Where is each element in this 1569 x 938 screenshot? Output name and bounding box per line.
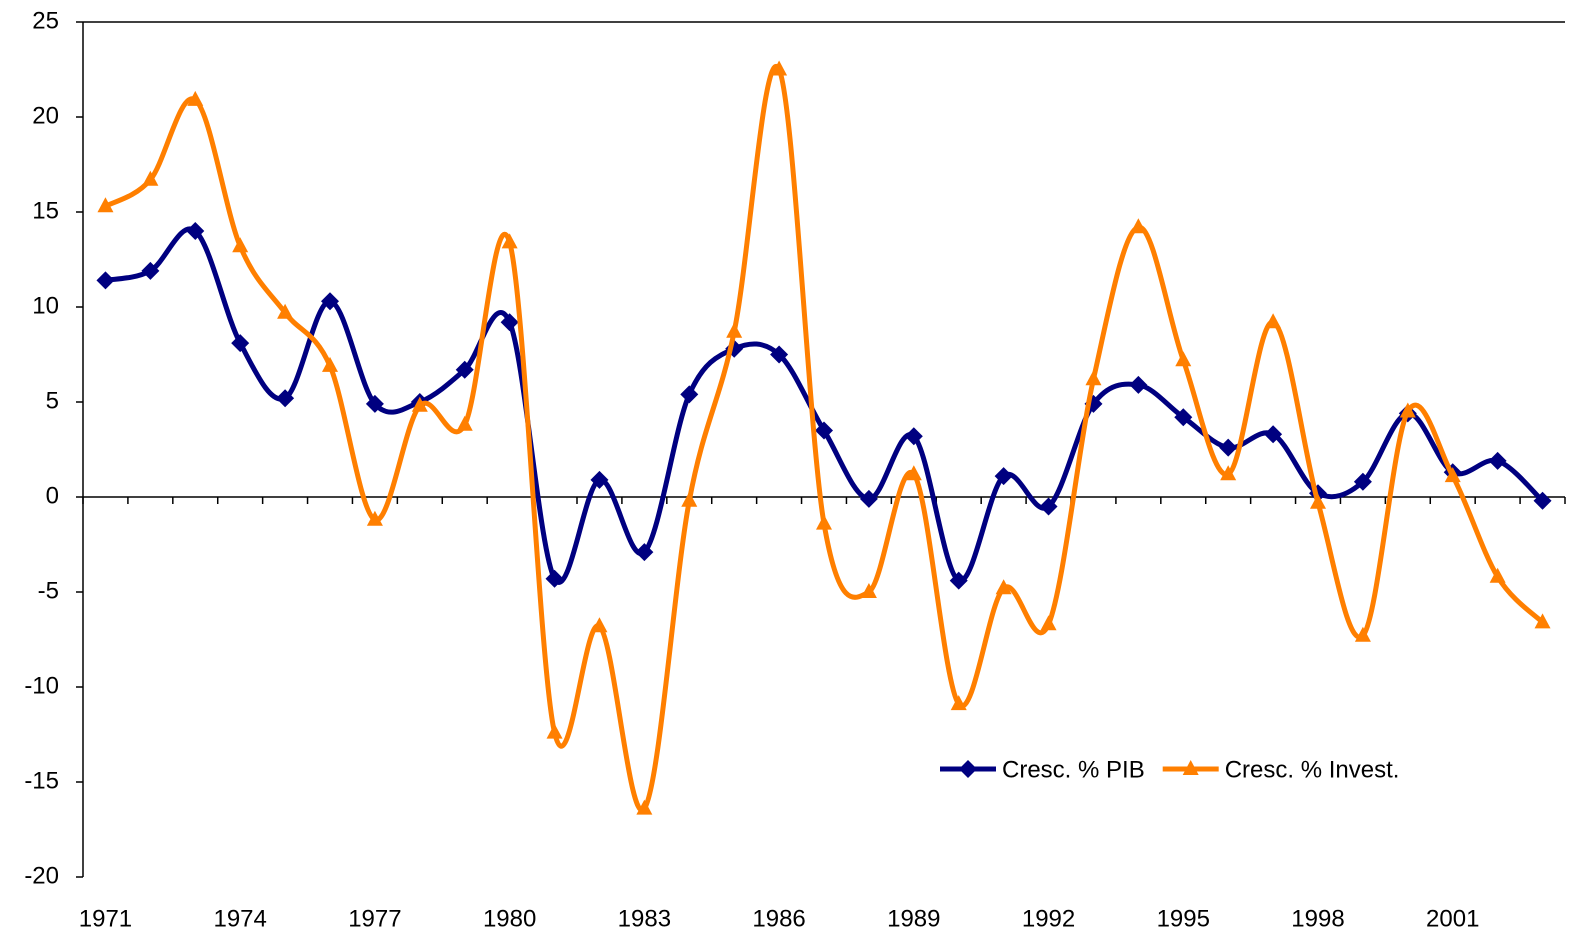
data-point xyxy=(1040,615,1057,631)
data-point xyxy=(815,421,833,440)
data-point xyxy=(186,222,205,240)
data-point xyxy=(365,394,384,413)
x-tick-label: 1980 xyxy=(483,905,536,932)
data-point xyxy=(96,271,115,290)
y-tick-label: 10 xyxy=(32,292,59,319)
data-point xyxy=(860,583,877,598)
legend-marker xyxy=(959,760,977,778)
data-point xyxy=(1354,626,1371,642)
data-point xyxy=(1265,313,1282,329)
data-point xyxy=(455,360,474,379)
data-point xyxy=(816,514,832,530)
data-point xyxy=(276,389,295,408)
data-point xyxy=(97,197,114,213)
data-point xyxy=(994,467,1013,486)
data-point xyxy=(636,799,653,815)
data-point xyxy=(1085,370,1102,386)
data-point xyxy=(949,571,968,590)
data-point xyxy=(591,617,608,633)
data-point xyxy=(726,322,743,338)
x-tick-label: 1992 xyxy=(1022,905,1075,932)
x-tick-label: 1977 xyxy=(348,905,401,932)
data-point xyxy=(1174,408,1193,427)
data-point xyxy=(277,303,294,319)
data-point xyxy=(411,396,428,412)
data-point xyxy=(1220,465,1237,481)
legend-label: Cresc. % Invest. xyxy=(1225,756,1400,783)
data-point xyxy=(141,261,160,280)
data-point xyxy=(680,385,699,404)
data-point xyxy=(770,345,789,364)
y-tick-label: -5 xyxy=(38,577,59,604)
data-point xyxy=(1399,402,1416,418)
data-point xyxy=(1488,451,1507,470)
data-point xyxy=(187,90,204,106)
data-point xyxy=(1219,438,1238,457)
x-tick-label: 2001 xyxy=(1426,905,1479,932)
y-tick-label: 20 xyxy=(32,102,59,129)
y-tick-label: 5 xyxy=(46,387,59,414)
data-point xyxy=(231,334,250,353)
y-tick-label: -10 xyxy=(24,672,59,699)
y-tick-label: -20 xyxy=(24,862,59,889)
data-point xyxy=(1489,567,1506,583)
x-tick-label: 1995 xyxy=(1157,905,1210,932)
data-point xyxy=(1353,472,1372,491)
data-point xyxy=(1533,491,1552,510)
x-tick-label: 1998 xyxy=(1291,905,1344,932)
x-tick-label: 1971 xyxy=(79,905,132,932)
data-point xyxy=(142,170,159,186)
data-point xyxy=(232,237,249,253)
data-point xyxy=(1534,613,1551,629)
legend-marker xyxy=(1182,760,1199,775)
data-point xyxy=(501,233,518,249)
legend: Cresc. % PIB Cresc. % Invest. xyxy=(940,756,1399,783)
y-tick-label: 0 xyxy=(46,482,59,509)
x-tick-label: 1986 xyxy=(752,905,805,932)
data-point xyxy=(635,543,654,562)
data-point xyxy=(590,470,609,489)
x-tick-label: 1989 xyxy=(887,905,940,932)
data-point xyxy=(1175,351,1192,367)
data-point xyxy=(681,491,698,507)
y-tick-label: 25 xyxy=(32,7,59,34)
data-point xyxy=(905,465,922,481)
data-point xyxy=(456,415,473,431)
data-point xyxy=(500,313,519,332)
series-line xyxy=(104,64,1545,813)
data-point xyxy=(1039,497,1058,516)
y-tick-label: -15 xyxy=(24,767,59,794)
data-point xyxy=(904,427,923,446)
data-point xyxy=(321,292,339,311)
data-point xyxy=(950,695,967,711)
data-point xyxy=(366,510,383,526)
data-point xyxy=(545,569,564,588)
data-point xyxy=(771,60,788,76)
legend-label: Cresc. % PIB xyxy=(1002,756,1145,783)
x-tick-label: 1983 xyxy=(618,905,671,932)
data-point xyxy=(546,723,563,739)
data-point xyxy=(995,579,1012,595)
x-tick-label: 1974 xyxy=(213,905,266,932)
data-point xyxy=(1129,375,1148,394)
data-point xyxy=(322,356,338,372)
data-point xyxy=(1310,493,1326,509)
data-point xyxy=(859,489,878,508)
data-point xyxy=(1264,425,1283,444)
data-point xyxy=(1444,467,1461,483)
y-tick-label: 15 xyxy=(32,197,59,224)
data-point xyxy=(1130,218,1147,234)
